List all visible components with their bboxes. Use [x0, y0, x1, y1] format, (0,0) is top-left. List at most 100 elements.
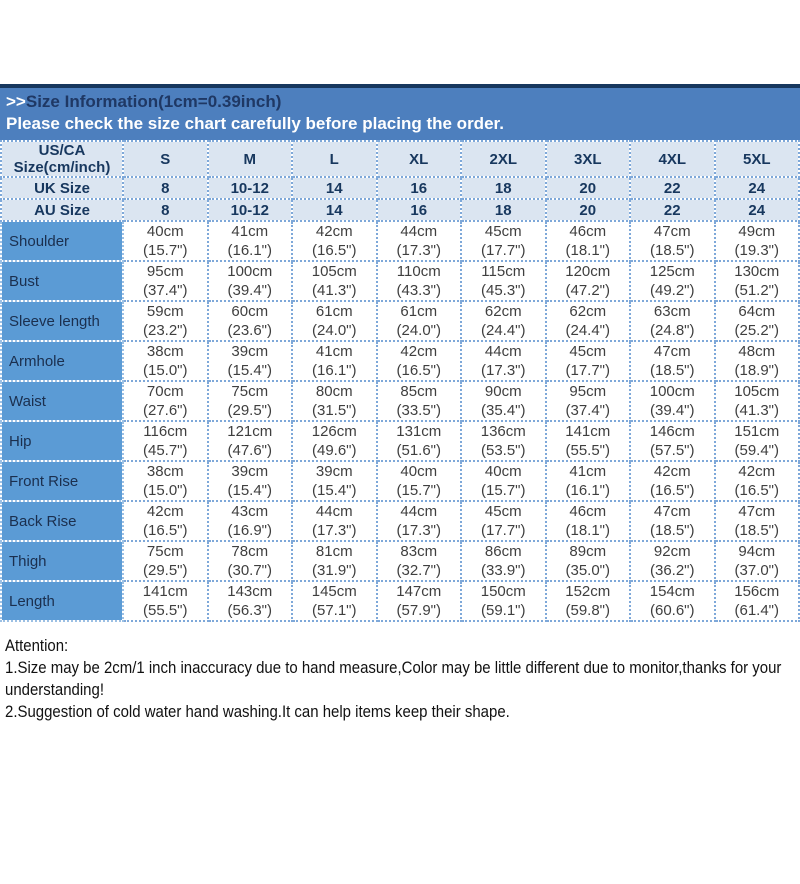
measurement-cm: 94cm	[738, 543, 776, 560]
measurement-cm: 100cm	[649, 383, 695, 400]
measurement-inch: (59.4")	[734, 442, 779, 459]
measurement-cell: 59cm (23.2")	[122, 300, 209, 342]
measurement-cm: 45cm	[484, 223, 522, 240]
measurement-cm: 46cm	[569, 223, 607, 240]
measurement-cell: 41cm (16.1")	[291, 340, 378, 382]
measurement-inch: (18.9")	[734, 362, 779, 379]
note-line-2: understanding!	[5, 680, 104, 699]
measurement-inch: (18.5")	[649, 522, 695, 539]
measurement-inch: (18.5")	[649, 362, 695, 379]
measurement-cell: 47cm (18.5")	[629, 340, 716, 382]
measurement-cm: 86cm	[484, 543, 522, 560]
measurement-inch: (17.3")	[311, 522, 357, 539]
measurement-cm: 115cm	[481, 263, 526, 280]
measurement-cm: 110cm	[396, 263, 441, 280]
measurement-inch: (18.1")	[565, 522, 610, 539]
measurement-cell: 70cm (27.6")	[122, 380, 209, 422]
row-label: Bust	[0, 260, 124, 302]
measurement-inch: (16.9")	[227, 522, 272, 539]
measurement-cm: 75cm	[231, 383, 269, 400]
measurement-inch: (29.5")	[227, 402, 272, 419]
measurement-cell: 147cm (57.9")	[375, 580, 462, 622]
measurement-cm: 151cm	[734, 423, 780, 440]
measurement-inch: (37.4")	[142, 282, 188, 299]
measurement-cell: 47cm (18.5")	[629, 220, 716, 262]
uk-size-cell: 18	[460, 176, 547, 200]
measurement-inch: (45.7")	[142, 442, 188, 459]
measurement-inch: (55.5")	[565, 442, 610, 459]
size-info-banner: >>Size Information(1cm=0.39inch) Please …	[0, 84, 800, 140]
measurement-inch: (35.0")	[565, 562, 610, 579]
measurement-inch: (51.2")	[734, 282, 779, 299]
measurement-cm: 42cm	[653, 463, 691, 480]
measurement-cm: 156cm	[734, 583, 780, 600]
measurement-inch: (18.1")	[565, 242, 610, 259]
uk-size-cell: 16	[375, 176, 462, 200]
measurement-cm: 43cm	[231, 503, 269, 520]
measurement-row: Length 141cm (55.5") 143cm (56.3") 145cm (57.1…	[0, 580, 800, 622]
measurement-inch: (16.5")	[734, 482, 779, 499]
measurement-cell: 86cm (33.9")	[460, 540, 547, 582]
measurement-cell: 61cm (24.0")	[375, 300, 462, 342]
size-col-header: S	[122, 140, 209, 178]
measurement-cell: 44cm (17.3")	[375, 500, 462, 542]
corner-header-line2: Size(cm/inch)	[13, 159, 111, 176]
size-col-header: M	[206, 140, 293, 178]
measurement-cm: 126cm	[311, 423, 357, 440]
measurement-inch: (24.4")	[565, 322, 610, 339]
measurement-cell: 46cm (18.1")	[544, 220, 631, 262]
size-header-row: US/CA Size(cm/inch) S M L XL 2XL 3XL 4XL 5XL	[0, 140, 800, 178]
measurement-cell: 95cm (37.4")	[122, 260, 209, 302]
measurement-cm: 121cm	[227, 423, 273, 440]
au-size-cell: 22	[629, 198, 716, 222]
measurement-inch: (25.2")	[734, 322, 779, 339]
measurement-inch: (41.3")	[311, 282, 357, 299]
measurement-cell: 45cm (17.7")	[544, 340, 631, 382]
measurement-inch: (16.5")	[649, 482, 695, 499]
measurement-cell: 141cm (55.5")	[544, 420, 631, 462]
measurement-cell: 40cm (15.7")	[122, 220, 209, 262]
measurement-cell: 92cm (36.2")	[629, 540, 716, 582]
measurement-cell: 42cm (16.5")	[375, 340, 462, 382]
measurement-inch: (31.9")	[311, 562, 357, 579]
measurement-cm: 38cm	[146, 343, 184, 360]
banner-prefix: >>	[6, 92, 26, 111]
measurement-cm: 40cm	[146, 223, 184, 240]
measurement-cell: 42cm (16.5")	[713, 460, 800, 502]
measurement-cell: 152cm (59.8")	[544, 580, 631, 622]
measurement-cell: 131cm (51.6")	[375, 420, 462, 462]
measurement-cm: 42cm	[315, 223, 353, 240]
measurement-cm: 41cm	[569, 463, 607, 480]
uk-size-label: UK Size	[0, 176, 124, 200]
measurement-inch: (59.1")	[480, 602, 526, 619]
measurement-inch: (59.8")	[565, 602, 610, 619]
measurement-inch: (15.7")	[480, 482, 526, 499]
banner-title: Size Information(1cm=0.39inch)	[25, 92, 282, 111]
measurement-cm: 42cm	[400, 343, 438, 360]
measurement-cm: 39cm	[315, 463, 353, 480]
measurement-cell: 105cm (41.3")	[713, 380, 800, 422]
measurement-cell: 47cm (18.5")	[713, 500, 800, 542]
measurement-cell: 62cm (24.4")	[460, 300, 547, 342]
measurement-inch: (17.3")	[396, 242, 441, 259]
measurement-inch: (16.1")	[565, 482, 610, 499]
measurement-inch: (61.4")	[734, 602, 779, 619]
measurement-cell: 38cm (15.0")	[122, 340, 209, 382]
measurement-cm: 40cm	[400, 463, 438, 480]
measurement-cell: 40cm (15.7")	[460, 460, 547, 502]
measurement-cell: 44cm (17.3")	[291, 500, 378, 542]
measurement-cm: 70cm	[146, 383, 184, 400]
measurement-cm: 38cm	[146, 463, 184, 480]
measurement-inch: (47.2")	[565, 282, 610, 299]
measurement-inch: (60.6")	[649, 602, 695, 619]
corner-header: US/CA Size(cm/inch)	[0, 140, 124, 178]
measurement-cm: 95cm	[146, 263, 184, 280]
measurement-row: Bust 95cm (37.4") 100cm (39.4") 105cm (41.3") 1…	[0, 260, 800, 302]
measurement-cm: 89cm	[569, 543, 607, 560]
measurement-cm: 47cm	[653, 343, 691, 360]
uk-size-cell: 24	[713, 176, 800, 200]
row-label: Armhole	[0, 340, 124, 382]
measurement-inch: (31.5")	[311, 402, 357, 419]
measurement-inch: (16.1")	[227, 242, 272, 259]
measurement-inch: (57.9")	[396, 602, 441, 619]
